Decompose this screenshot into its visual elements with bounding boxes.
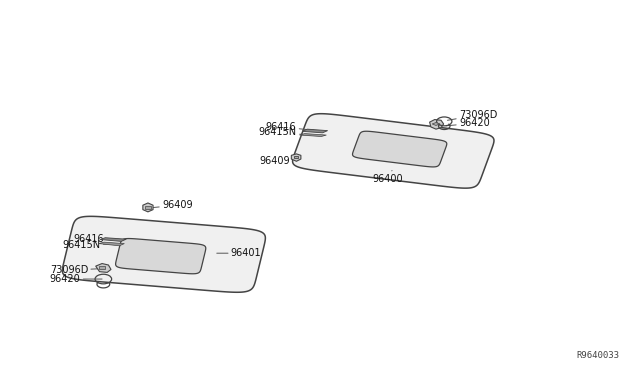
Text: 96409: 96409 <box>259 156 296 166</box>
Polygon shape <box>143 203 153 212</box>
Polygon shape <box>429 119 444 129</box>
Polygon shape <box>302 129 328 133</box>
Text: 73096D: 73096D <box>50 265 100 275</box>
Text: 96420: 96420 <box>446 118 490 128</box>
Polygon shape <box>99 242 124 246</box>
Polygon shape <box>353 131 447 167</box>
Polygon shape <box>116 238 206 274</box>
Polygon shape <box>300 134 326 137</box>
Text: 96420: 96420 <box>50 274 102 284</box>
Polygon shape <box>100 238 126 241</box>
Text: 96400: 96400 <box>372 170 403 184</box>
Text: 96416: 96416 <box>74 234 116 244</box>
Text: 73096D: 73096D <box>447 110 497 120</box>
Text: R9640033: R9640033 <box>577 350 620 359</box>
Text: 96415N: 96415N <box>63 240 115 250</box>
Polygon shape <box>292 114 494 188</box>
Polygon shape <box>96 263 111 272</box>
Polygon shape <box>145 206 151 209</box>
Text: 96401: 96401 <box>217 248 261 258</box>
Text: 96415N: 96415N <box>259 128 311 138</box>
Polygon shape <box>291 154 301 161</box>
Polygon shape <box>294 156 298 158</box>
Text: 96409: 96409 <box>147 200 193 210</box>
Polygon shape <box>99 266 104 269</box>
Text: 96416: 96416 <box>266 122 314 132</box>
Polygon shape <box>62 217 266 292</box>
Polygon shape <box>432 122 440 125</box>
